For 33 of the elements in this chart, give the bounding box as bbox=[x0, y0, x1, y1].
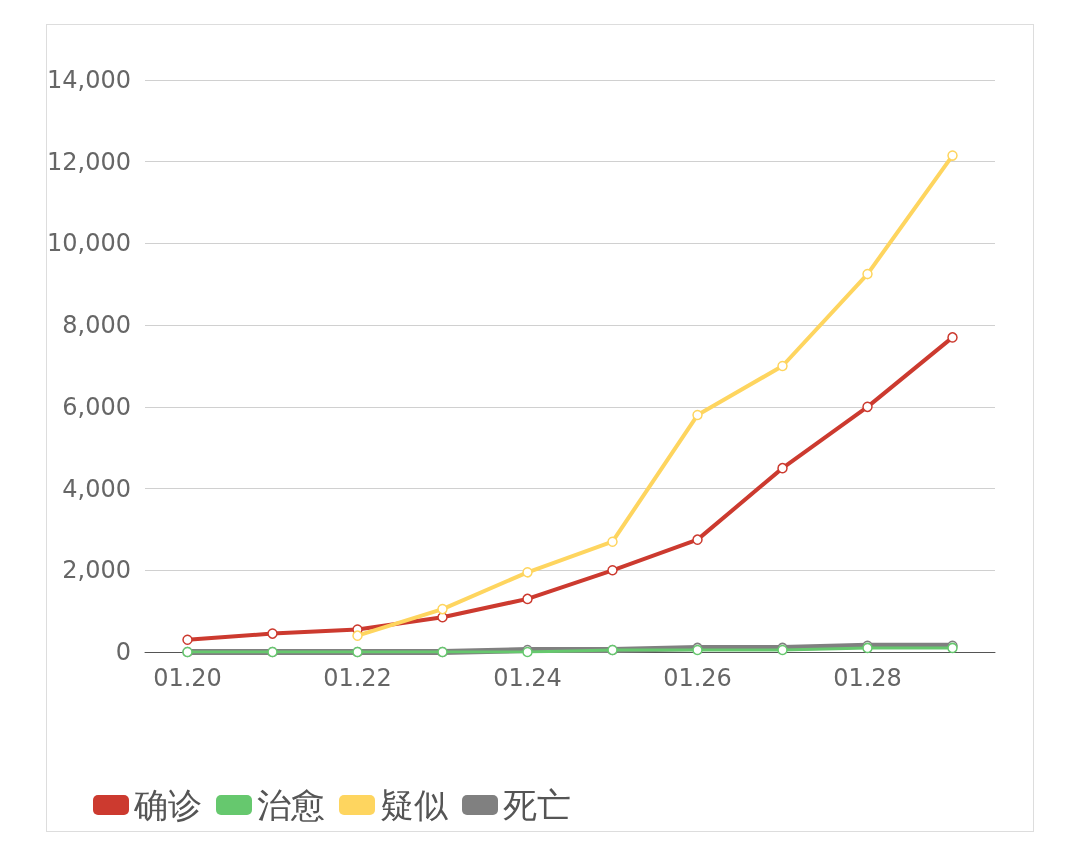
point bbox=[607, 536, 618, 547]
legend-label: 治愈 bbox=[257, 785, 325, 825]
legend-label: 疑似 bbox=[380, 785, 448, 825]
x-tick-label: 01.20 bbox=[153, 664, 222, 692]
point bbox=[182, 634, 193, 645]
x-tick-label: 01.24 bbox=[493, 664, 562, 692]
point bbox=[437, 603, 448, 615]
point bbox=[607, 565, 618, 576]
point bbox=[522, 567, 533, 578]
y-tick-label: 2,000 bbox=[62, 556, 131, 585]
point bbox=[947, 150, 958, 161]
point bbox=[777, 462, 788, 474]
y-tick-label: 0 bbox=[115, 638, 131, 666]
legend-label: 死亡 bbox=[503, 785, 571, 825]
point bbox=[692, 409, 703, 421]
point bbox=[862, 401, 873, 413]
point bbox=[692, 534, 703, 545]
point bbox=[947, 332, 958, 343]
point bbox=[777, 360, 788, 372]
point bbox=[862, 268, 873, 280]
legend-label: 确诊 bbox=[133, 785, 202, 825]
x-tick-label: 01.26 bbox=[663, 664, 732, 692]
y-tick-label: 14,000 bbox=[47, 66, 131, 94]
point bbox=[352, 630, 363, 641]
y-tick-label: 12,000 bbox=[47, 147, 131, 176]
point bbox=[267, 628, 278, 639]
point bbox=[522, 593, 533, 605]
x-tick-label: 01.22 bbox=[323, 664, 392, 692]
y-tick-label: 8,000 bbox=[62, 311, 131, 340]
y-tick-label: 4,000 bbox=[62, 474, 131, 503]
x-tick-label: 01.28 bbox=[833, 664, 902, 692]
y-tick-label: 6,000 bbox=[62, 392, 131, 421]
y-tick-label: 10,000 bbox=[47, 229, 131, 258]
